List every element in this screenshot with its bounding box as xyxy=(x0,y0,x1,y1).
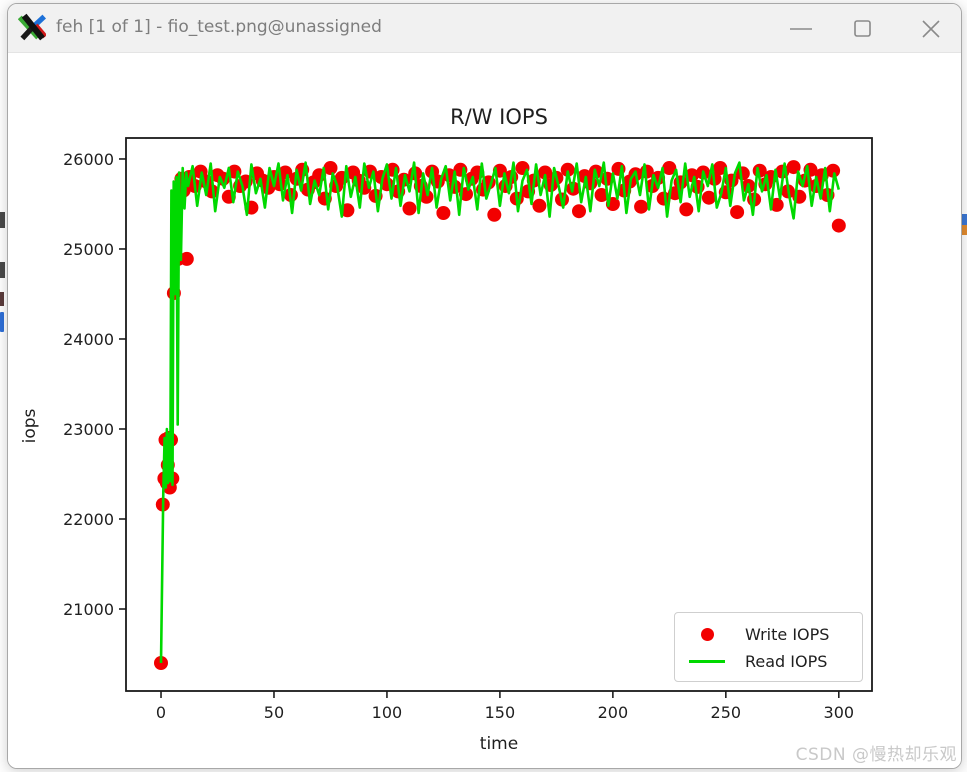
underlay-fragment xyxy=(0,292,4,306)
underlay-fragment xyxy=(962,214,967,225)
svg-text:26000: 26000 xyxy=(63,150,114,169)
window-title: feh [1 of 1] - fio_test.png@unassigned xyxy=(56,17,382,37)
underlay-fragment xyxy=(0,212,5,228)
x11-logo-icon xyxy=(17,13,48,42)
svg-text:25000: 25000 xyxy=(63,240,114,259)
svg-text:100: 100 xyxy=(372,703,403,722)
maximize-button[interactable] xyxy=(840,4,884,53)
titlebar[interactable]: feh [1 of 1] - fio_test.png@unassigned xyxy=(8,4,961,53)
chart-title: R/W IOPS xyxy=(450,105,548,129)
x-axis-label: time xyxy=(479,734,519,754)
chart-legend: Write IOPS Read IOPS xyxy=(674,612,863,682)
minimize-button[interactable] xyxy=(779,4,823,53)
svg-text:200: 200 xyxy=(598,703,629,722)
svg-text:22000: 22000 xyxy=(63,510,114,529)
chart-figure: R/W IOPS iops time 0 50 100 150 200 250 300 210… xyxy=(8,53,961,768)
svg-text:0: 0 xyxy=(156,703,166,722)
write-iops-dot-marker xyxy=(687,628,727,641)
svg-text:300: 300 xyxy=(824,703,855,722)
underlay-fragment xyxy=(962,225,967,235)
svg-text:50: 50 xyxy=(264,703,284,722)
legend-label: Read IOPS xyxy=(745,652,828,671)
underlay-fragment xyxy=(0,262,5,278)
plot-canvas: 0 50 100 150 200 250 300 21000 22000 23000 24000 25… xyxy=(63,137,873,722)
legend-item-read-iops: Read IOPS xyxy=(687,648,852,675)
feh-window: feh [1 of 1] - fio_test.png@unassigned R… xyxy=(7,3,962,769)
underlay-fragment xyxy=(0,312,4,332)
csdn-watermark: CSDN @慢热却乐观 xyxy=(795,745,957,765)
svg-text:250: 250 xyxy=(711,703,742,722)
close-button[interactable] xyxy=(909,4,953,53)
svg-text:24000: 24000 xyxy=(63,330,114,349)
svg-text:150: 150 xyxy=(485,703,516,722)
read-iops-line-marker xyxy=(687,660,727,663)
legend-item-write-iops: Write IOPS xyxy=(687,621,852,648)
svg-text:23000: 23000 xyxy=(63,420,114,439)
legend-label: Write IOPS xyxy=(745,625,830,644)
svg-text:21000: 21000 xyxy=(63,600,114,619)
